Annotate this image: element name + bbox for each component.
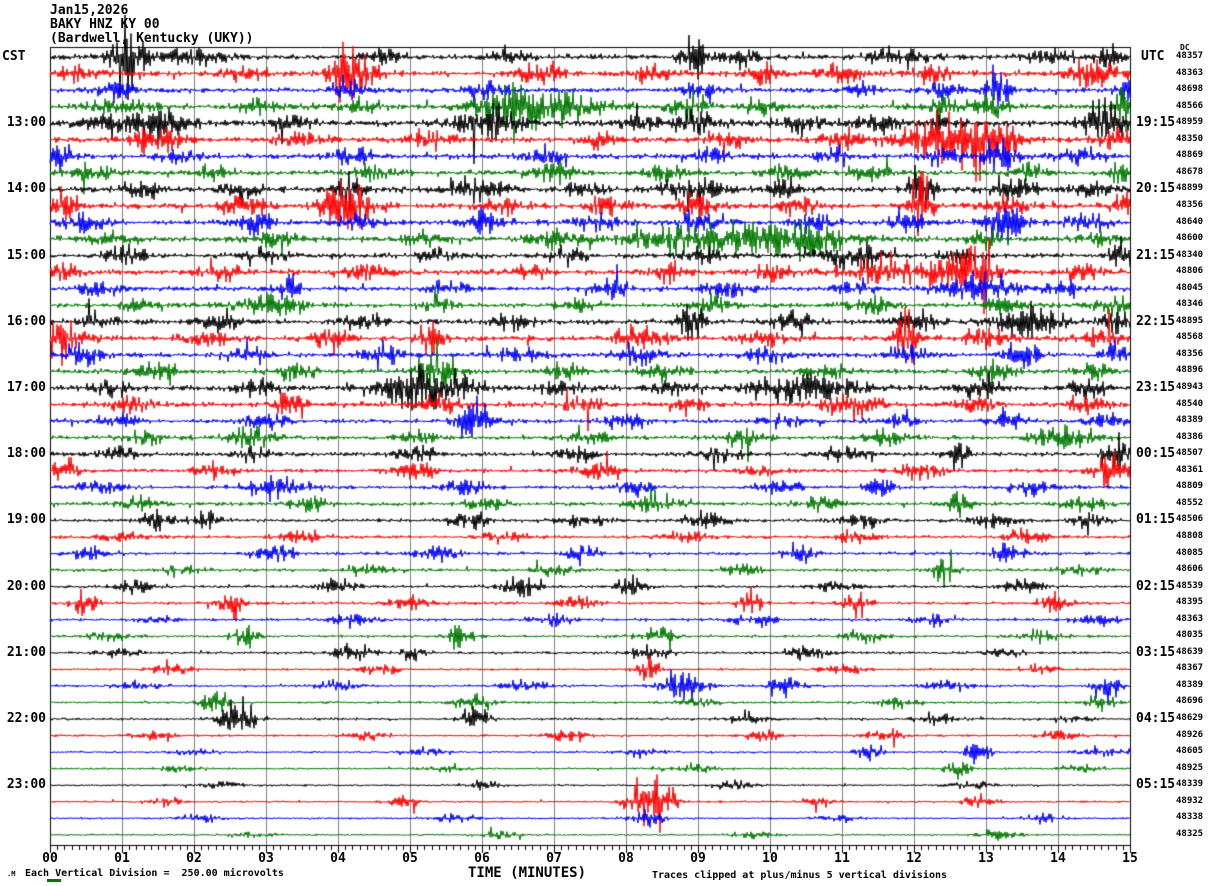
dc-offset-value: 48629: [1176, 713, 1204, 723]
dc-offset-value: 48363: [1176, 67, 1204, 78]
cst-hour-label: 20:00: [6, 578, 46, 594]
dc-offset-value: 48639: [1176, 646, 1204, 657]
dc-offset-value: 48085: [1176, 547, 1204, 558]
cst-hour-label: 19:00: [6, 512, 46, 528]
dc-offset-value: 48568: [1176, 332, 1204, 343]
corner-mark: .M: [7, 870, 16, 878]
dc-offset-value: 48806: [1176, 266, 1204, 277]
dc-offset-value: 48045: [1176, 282, 1204, 293]
cst-hour-label: 18:00: [6, 446, 46, 462]
dc-offset-value: 48540: [1176, 398, 1204, 409]
x-axis-tick-label: 10: [762, 851, 778, 866]
utc-hour-label: 21:15: [1136, 247, 1176, 263]
x-axis-tick-label: 11: [834, 851, 850, 866]
dc-offset-value: 48895: [1176, 315, 1204, 326]
utc-hour-label: 03:15: [1136, 644, 1176, 660]
dc-column-header: DC: [1180, 43, 1190, 52]
dc-offset-value: 48506: [1176, 514, 1204, 525]
dc-offset-value: 48367: [1176, 663, 1204, 674]
dc-offset-value: 48350: [1176, 133, 1204, 144]
utc-hour-label: 22:15: [1136, 313, 1176, 329]
utc-hour-label: 01:15: [1136, 512, 1176, 528]
utc-hour-label: 19:15: [1136, 115, 1176, 131]
x-axis-tick-label: 07: [546, 851, 562, 866]
utc-hour-label: 05:15: [1136, 777, 1176, 793]
utc-hour-label: 00:15: [1136, 446, 1176, 462]
x-axis-tick-label: 02: [186, 851, 202, 866]
cst-hour-label: 21:00: [6, 644, 46, 660]
x-axis-tick-label: 08: [618, 851, 634, 866]
utc-hour-label: 20:15: [1136, 181, 1176, 197]
dc-offset-value: 48809: [1176, 481, 1204, 492]
dc-offset-value: 48698: [1176, 84, 1204, 95]
station-code: BAKY HNZ KY 00: [50, 17, 160, 32]
dc-offset-value: 48959: [1176, 117, 1204, 128]
utc-hour-label: 02:15: [1136, 578, 1176, 594]
dc-offset-value: 48696: [1176, 696, 1204, 707]
cst-hour-label: 16:00: [6, 313, 46, 329]
dc-offset-value: 48869: [1176, 150, 1204, 161]
x-axis-tick-label: 09: [690, 851, 706, 866]
cst-hour-label: 17:00: [6, 380, 46, 395]
dc-offset-value: 48932: [1176, 795, 1204, 806]
plot-date: Jan15,2026: [50, 3, 129, 18]
clip-note: Traces clipped at plus/minus 5 vertical …: [652, 870, 948, 881]
dc-offset-value: 48606: [1176, 564, 1204, 575]
dc-offset-value: 48389: [1176, 415, 1204, 426]
x-axis-tick-label: 06: [474, 851, 490, 866]
scale-note: Each Vertical Division = 250.00 microvol…: [25, 868, 284, 879]
utc-hour-label: 23:15: [1136, 380, 1176, 395]
dc-offset-value: 48552: [1176, 497, 1204, 508]
cst-hour-label: 22:00: [6, 711, 46, 726]
right-timezone-label: UTC: [1141, 49, 1165, 64]
dc-offset-value: 48356: [1176, 199, 1204, 210]
dc-offset-value: 48338: [1176, 812, 1204, 823]
dc-offset-value: 48357: [1176, 51, 1204, 61]
dc-offset-value: 48325: [1176, 828, 1204, 839]
left-timezone-label: CST: [2, 49, 26, 64]
dc-offset-value: 48600: [1176, 233, 1204, 244]
dc-offset-value: 48943: [1176, 382, 1204, 392]
x-axis-tick-label: 15: [1122, 851, 1138, 866]
dc-offset-value: 48925: [1176, 762, 1204, 773]
dc-offset-value: 48346: [1176, 299, 1204, 310]
x-axis-title: TIME (MINUTES): [468, 865, 587, 881]
dc-offset-value: 48605: [1176, 746, 1204, 757]
x-axis-tick-label: 13: [978, 851, 994, 866]
x-axis-tick-label: 03: [258, 851, 274, 866]
dc-offset-value: 48640: [1176, 216, 1204, 227]
dc-offset-value: 48507: [1176, 448, 1204, 459]
dc-offset-value: 48395: [1176, 597, 1204, 608]
x-axis-tick-label: 05: [402, 851, 418, 866]
dc-offset-value: 48566: [1176, 100, 1204, 111]
scale-division-mark: [47, 879, 61, 882]
x-axis-tick-label: 01: [114, 851, 130, 866]
dc-offset-value: 48363: [1176, 613, 1204, 624]
dc-offset-value: 48899: [1176, 183, 1204, 194]
dc-offset-value: 48356: [1176, 348, 1204, 359]
dc-offset-value: 48386: [1176, 431, 1204, 442]
utc-hour-label: 04:15: [1136, 711, 1176, 726]
x-axis-tick-label: 04: [330, 851, 346, 866]
dc-offset-value: 48896: [1176, 365, 1204, 376]
cst-hour-label: 14:00: [6, 181, 46, 197]
cst-hour-label: 15:00: [6, 247, 46, 263]
x-axis-tick-label: 12: [906, 851, 922, 866]
dc-offset-value: 48340: [1176, 249, 1204, 260]
dc-offset-value: 48389: [1176, 679, 1204, 690]
station-location: (Bardwell, Kentucky (UKY)): [50, 31, 254, 46]
cst-hour-label: 23:00: [6, 777, 46, 793]
dc-offset-value: 48035: [1176, 630, 1204, 641]
dc-offset-value: 48361: [1176, 464, 1204, 475]
dc-offset-value: 48678: [1176, 166, 1204, 177]
x-axis-tick-label: 14: [1050, 851, 1066, 866]
dc-offset-value: 48808: [1176, 530, 1204, 541]
dc-offset-value: 48539: [1176, 580, 1204, 591]
dc-offset-value: 48339: [1176, 779, 1204, 790]
dc-offset-value: 48926: [1176, 729, 1204, 740]
cst-hour-label: 13:00: [6, 115, 46, 131]
x-axis-tick-label: 00: [42, 851, 58, 866]
